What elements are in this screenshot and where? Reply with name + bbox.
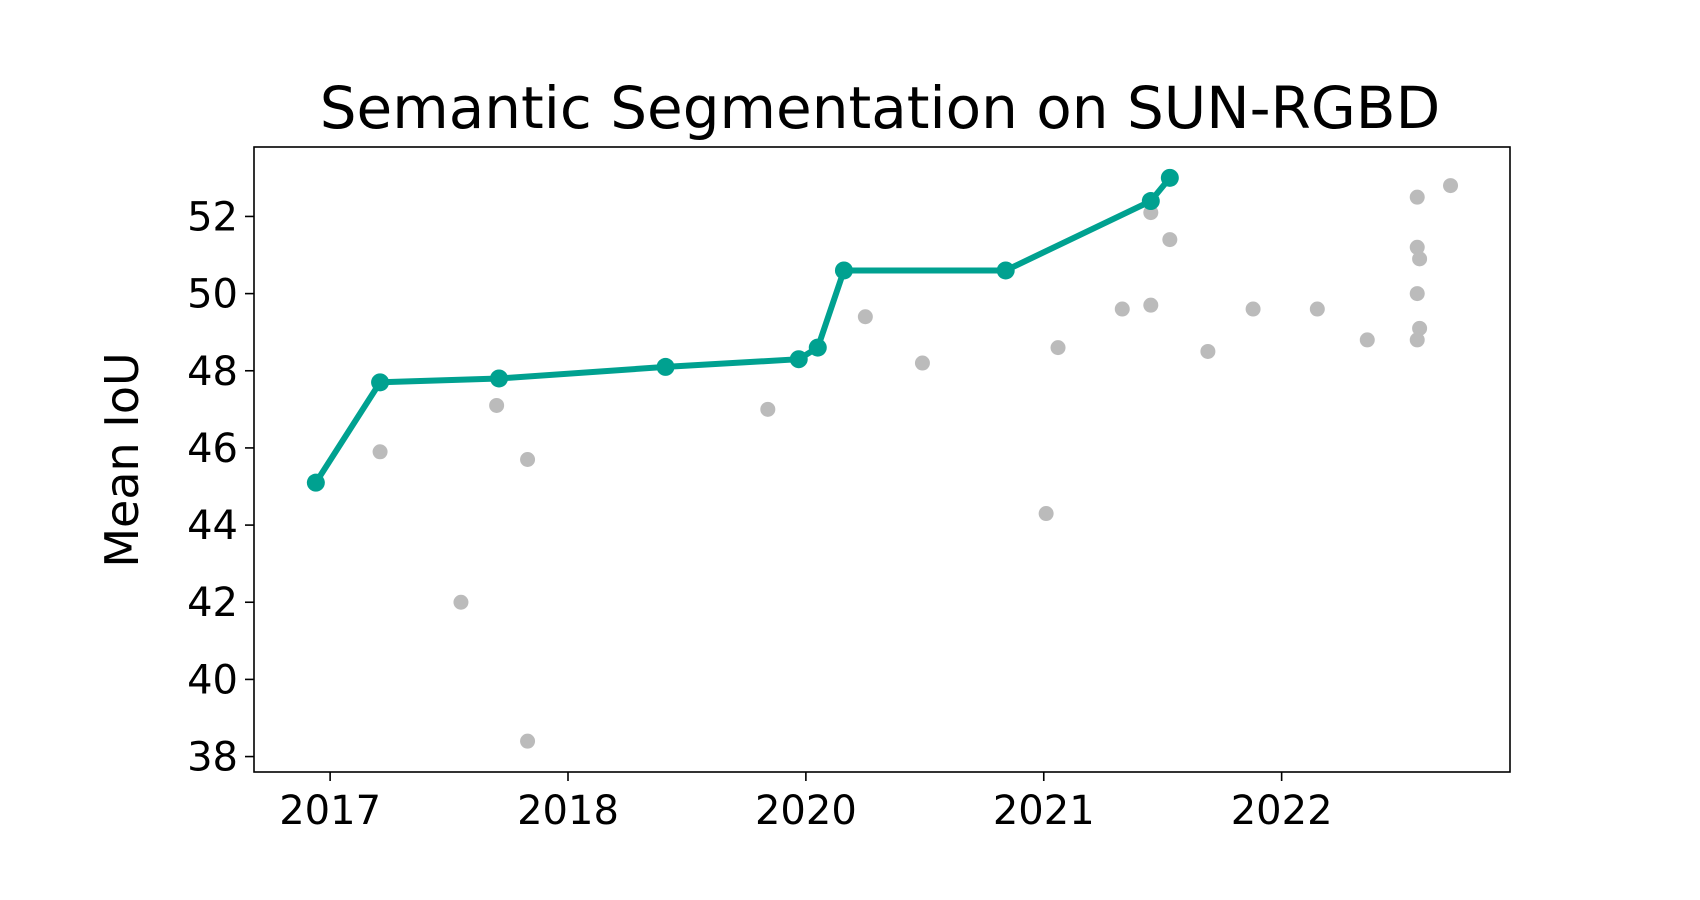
y-axis: 38 40 42 44 46 48 50 52 bbox=[187, 194, 254, 781]
y-tick-label: 48 bbox=[187, 349, 238, 395]
scatter-point bbox=[1143, 297, 1159, 313]
x-tick-label: 2020 bbox=[755, 788, 857, 834]
scatter-point bbox=[1409, 332, 1425, 348]
y-tick-label: 44 bbox=[187, 503, 238, 549]
best-result-point bbox=[834, 261, 853, 280]
y-tick-label: 42 bbox=[187, 580, 238, 626]
scatter-series bbox=[372, 178, 1459, 749]
best-result-point bbox=[996, 261, 1015, 280]
y-axis-label: Mean IoU bbox=[95, 352, 149, 567]
best-result-line bbox=[312, 174, 1173, 486]
scatter-point bbox=[1359, 332, 1375, 348]
y-tick-label: 40 bbox=[187, 657, 238, 703]
best-result-point bbox=[490, 369, 509, 388]
x-tick-label: 2017 bbox=[279, 788, 381, 834]
scatter-point bbox=[489, 397, 505, 413]
plot-frame bbox=[253, 146, 1511, 773]
x-tick-label: 2018 bbox=[517, 788, 619, 834]
scatter-point bbox=[1200, 343, 1216, 359]
y-tick-label: 50 bbox=[187, 272, 238, 318]
scatter-point bbox=[857, 309, 873, 325]
scatter-point bbox=[1038, 506, 1054, 522]
scatter-point bbox=[1309, 301, 1325, 317]
best-result-point bbox=[371, 373, 390, 392]
best-result-series bbox=[306, 168, 1179, 492]
x-tick-label: 2022 bbox=[1231, 788, 1333, 834]
x-axis: 2017 2018 2020 2021 2022 bbox=[279, 772, 1333, 834]
chart-title: Semantic Segmentation on SUN-RGBD bbox=[320, 74, 1441, 142]
scatter-point bbox=[453, 594, 469, 610]
scatter-point bbox=[1409, 189, 1425, 205]
best-result-point bbox=[1160, 168, 1179, 187]
scatter-point bbox=[1050, 340, 1066, 356]
scatter-point bbox=[372, 444, 388, 460]
scatter-point bbox=[1114, 301, 1130, 317]
scatter-point bbox=[1409, 239, 1425, 255]
y-tick-label: 38 bbox=[187, 735, 238, 781]
scatter-point bbox=[1409, 286, 1425, 302]
best-result-point bbox=[808, 338, 827, 357]
best-result-point bbox=[306, 473, 325, 492]
scatter-point bbox=[520, 733, 536, 749]
scatter-point bbox=[1245, 301, 1261, 317]
scatter-point bbox=[520, 452, 536, 467]
y-tick-label: 46 bbox=[187, 426, 238, 472]
best-result-point bbox=[656, 357, 675, 376]
x-tick-label: 2021 bbox=[993, 788, 1095, 834]
scatter-point bbox=[1162, 232, 1178, 248]
scatter-point bbox=[760, 401, 776, 417]
scatter-point bbox=[914, 355, 930, 371]
scatter-point bbox=[1443, 178, 1459, 194]
scatter-point bbox=[1412, 251, 1428, 267]
y-tick-label: 52 bbox=[187, 194, 238, 240]
best-result-point bbox=[789, 350, 808, 369]
scatter-point bbox=[1412, 320, 1428, 336]
best-result-point bbox=[1141, 192, 1160, 211]
